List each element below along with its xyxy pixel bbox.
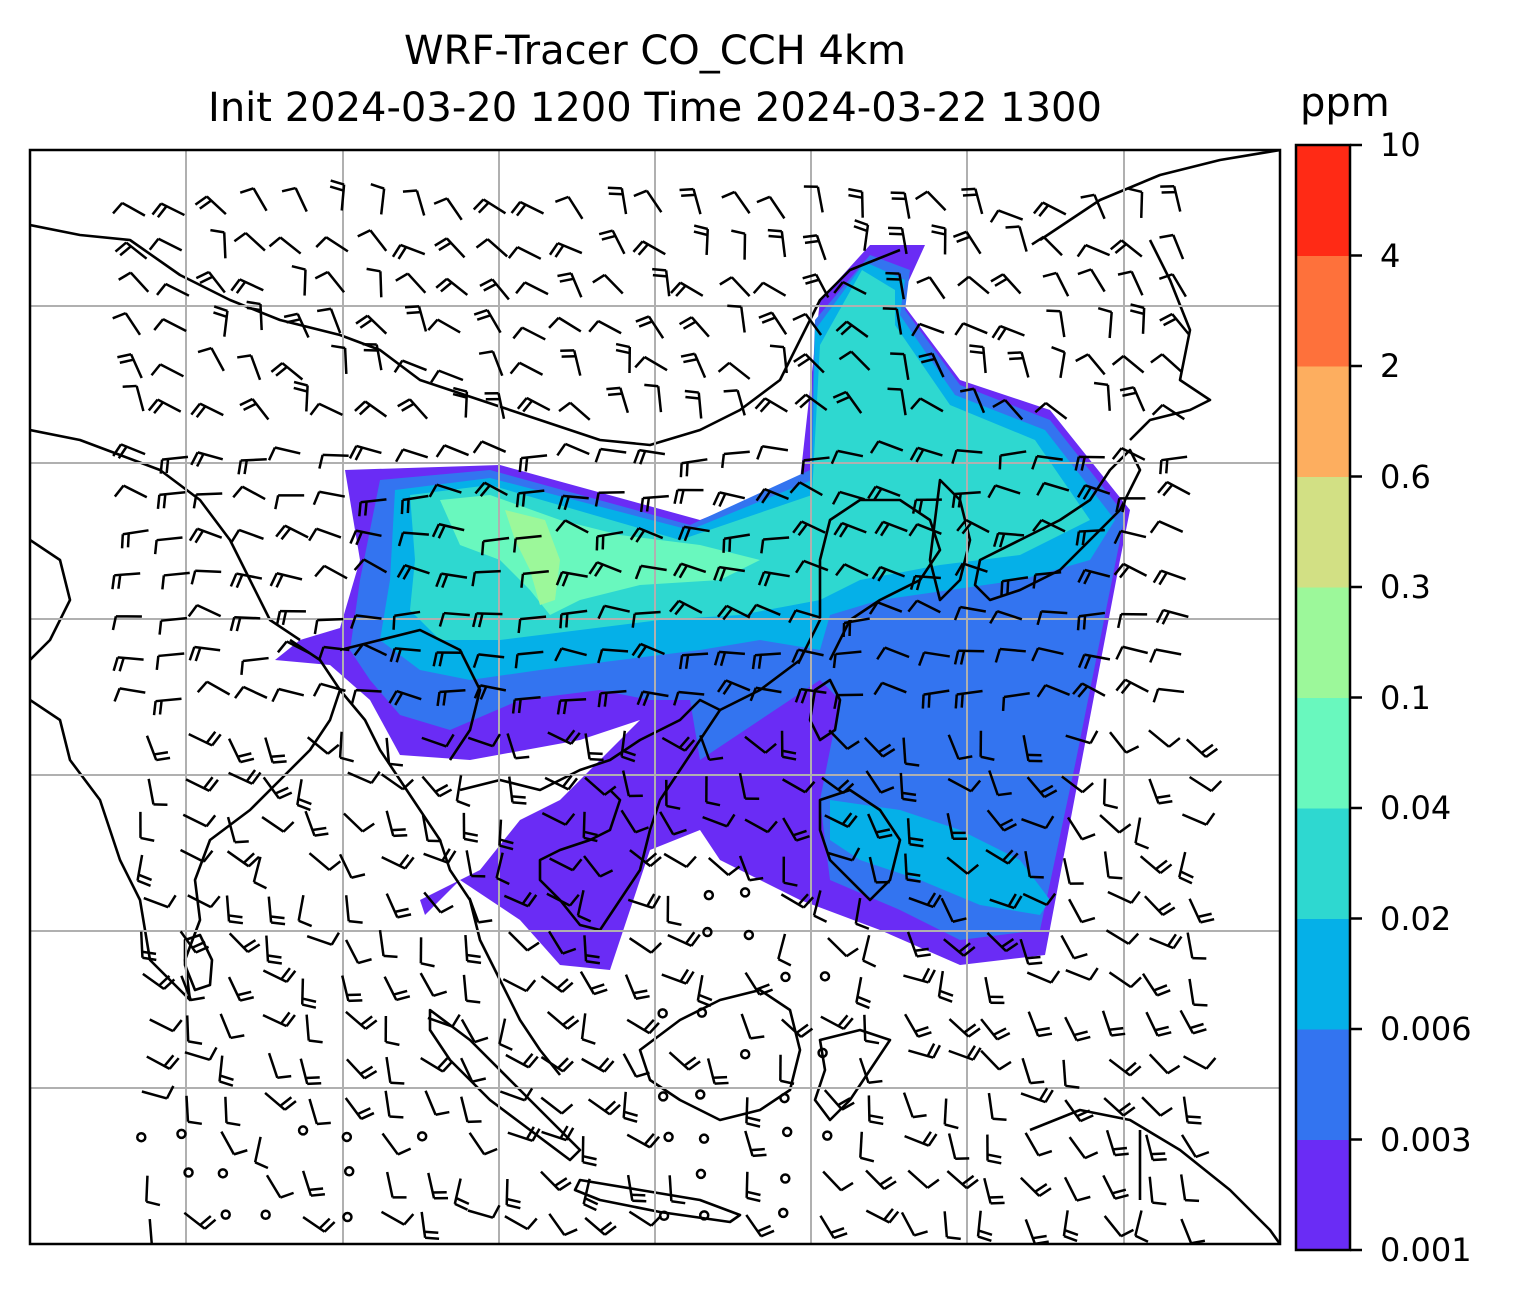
colorbar-tick-label: 0.006 — [1380, 1011, 1472, 1047]
colorbar-segment — [1296, 698, 1350, 809]
colorbar-tick-label: 2 — [1380, 348, 1400, 384]
colorbar — [1296, 145, 1362, 1251]
colorbar-tick-label: 0.003 — [1380, 1122, 1472, 1158]
colorbar-segment — [1296, 145, 1350, 256]
colorbar-tick-label: 4 — [1380, 238, 1400, 274]
colorbar-segment — [1296, 808, 1350, 919]
colorbar-tick-label: 0.001 — [1380, 1232, 1472, 1268]
colorbar-segment — [1296, 587, 1350, 698]
colorbar-segment — [1296, 477, 1350, 588]
colorbar-tick-label: 10 — [1380, 127, 1421, 163]
colorbar-tick-label: 0.1 — [1380, 680, 1431, 716]
colorbar-tick-label: 0.02 — [1380, 901, 1451, 937]
colorbar-segment — [1296, 1140, 1350, 1251]
colorbar-tick-label: 0.6 — [1380, 459, 1431, 495]
colorbar-segment — [1296, 366, 1350, 477]
colorbar-tick-label: 0.3 — [1380, 569, 1431, 605]
colorbar-tick-label: 0.04 — [1380, 790, 1451, 826]
colorbar-segment — [1296, 1029, 1350, 1140]
map-area — [30, 150, 1280, 1247]
colorbar-segment — [1296, 256, 1350, 367]
colorbar-segment — [1296, 919, 1350, 1030]
colorbar-unit-label: ppm — [1300, 80, 1430, 126]
